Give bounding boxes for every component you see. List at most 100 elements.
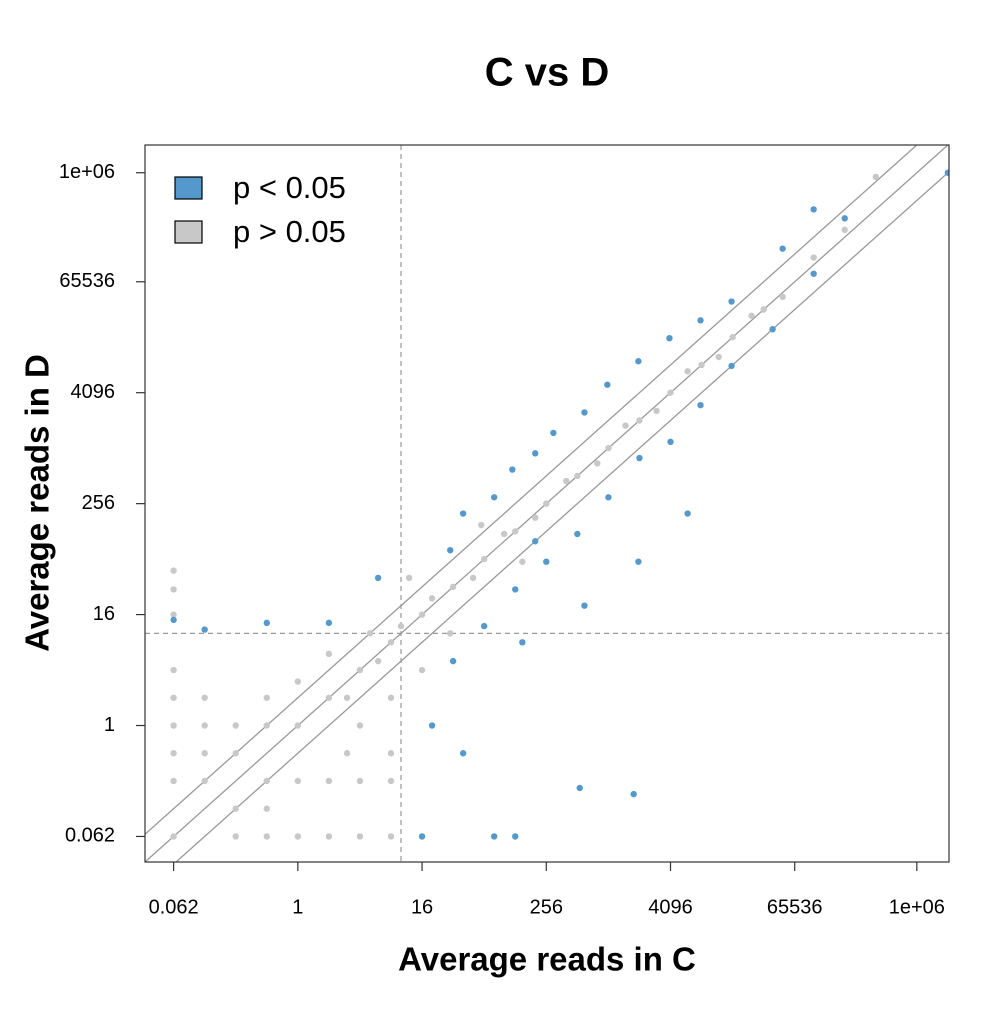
point: [447, 630, 454, 637]
point: [405, 574, 413, 582]
point: [728, 298, 735, 305]
legend-swatch: [174, 220, 203, 244]
point: [760, 306, 767, 313]
point: [201, 777, 208, 785]
point: [263, 722, 270, 729]
point: [748, 312, 755, 319]
point: [490, 833, 498, 840]
point: [263, 833, 270, 840]
point: [944, 169, 949, 176]
point: [605, 444, 612, 452]
point: [325, 777, 333, 785]
point: [343, 750, 351, 757]
point: [232, 722, 239, 729]
point: [519, 558, 526, 565]
chart-title: C vs D: [485, 51, 610, 95]
point: [447, 546, 454, 554]
point: [170, 777, 177, 785]
point: [263, 805, 270, 812]
legend-label: p < 0.05: [233, 170, 346, 205]
point: [387, 777, 395, 785]
point: [480, 622, 488, 630]
point: [374, 657, 382, 665]
point: [666, 334, 673, 342]
point: [387, 750, 395, 757]
point: [387, 694, 395, 701]
point: [478, 521, 485, 529]
point: [366, 630, 374, 637]
point: [563, 477, 570, 485]
point: [232, 750, 239, 757]
point: [170, 722, 177, 729]
point: [356, 722, 364, 729]
x-tick-label: 4096: [648, 896, 693, 918]
y-tick-label: 0.062: [65, 825, 115, 847]
point: [418, 833, 426, 840]
point: [294, 678, 302, 685]
x-tick-label: 1e+06: [889, 896, 945, 918]
point: [509, 466, 516, 473]
x-tick-label: 256: [530, 896, 563, 918]
point: [550, 429, 557, 437]
point: [343, 694, 351, 701]
point: [698, 361, 705, 369]
point: [532, 514, 539, 521]
point: [532, 450, 539, 457]
point: [532, 538, 539, 545]
y-tick-label: 256: [82, 492, 115, 514]
point: [374, 574, 382, 582]
point: [263, 694, 270, 701]
point: [636, 417, 643, 424]
point: [232, 805, 239, 812]
point: [459, 750, 467, 757]
point: [469, 574, 477, 582]
y-tick-label: 1: [104, 714, 115, 736]
point: [201, 750, 208, 757]
point: [667, 389, 674, 396]
point: [356, 833, 364, 840]
point: [170, 567, 177, 574]
point: [449, 657, 457, 665]
point: [170, 586, 177, 593]
point: [459, 510, 467, 517]
point: [728, 362, 735, 370]
point: [779, 245, 786, 252]
reference-line: [145, 145, 918, 835]
point: [325, 833, 333, 840]
point: [810, 270, 817, 277]
reference-line: [175, 171, 949, 862]
point: [170, 666, 177, 674]
point: [170, 694, 177, 701]
point: [325, 619, 333, 627]
point: [387, 833, 395, 840]
point: [170, 833, 177, 840]
point: [684, 510, 691, 517]
point: [604, 381, 611, 388]
point: [684, 368, 691, 375]
point: [387, 639, 395, 646]
point: [201, 626, 208, 633]
point: [810, 206, 817, 213]
x-axis-label: Average reads in C: [398, 941, 696, 978]
point: [543, 500, 550, 507]
point: [635, 558, 642, 565]
point: [810, 254, 817, 261]
point: [872, 173, 879, 181]
point: [574, 530, 581, 538]
point: [622, 422, 629, 429]
point: [594, 460, 601, 467]
point: [581, 602, 588, 609]
point: [729, 334, 736, 341]
point: [294, 777, 302, 785]
point: [263, 619, 270, 627]
point: [841, 215, 848, 222]
point: [500, 530, 508, 538]
point: [769, 326, 776, 333]
point: [635, 358, 642, 365]
x-tick-label: 1: [292, 896, 303, 918]
y-tick-label: 65536: [59, 270, 115, 292]
point: [779, 293, 786, 301]
point: [170, 611, 177, 618]
x-tick-label: 16: [411, 896, 433, 918]
point: [490, 494, 498, 501]
